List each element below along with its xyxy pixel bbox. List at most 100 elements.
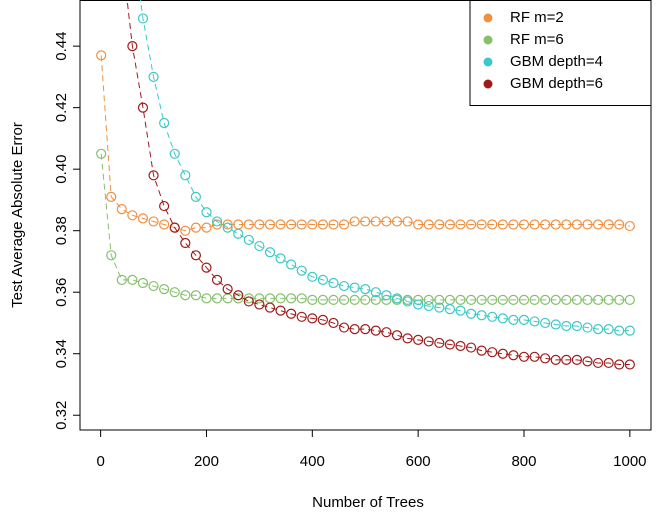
data-point	[338, 322, 350, 333]
data-point	[550, 294, 561, 305]
legend: RF m=2 RF m=6 GBM depth=4 GBM depth=6	[469, 0, 652, 106]
data-point	[106, 191, 117, 202]
data-point	[423, 219, 434, 230]
x-axis-label: Number of Trees	[312, 494, 424, 511]
data-point	[592, 219, 604, 230]
data-point	[571, 294, 583, 305]
data-point	[96, 50, 107, 61]
series-line	[126, 0, 630, 365]
data-point	[338, 280, 350, 292]
data-point	[137, 213, 149, 224]
data-point	[211, 219, 223, 230]
y-tick-label: 0.32	[53, 401, 70, 430]
data-point	[254, 299, 265, 310]
data-point	[96, 148, 107, 159]
data-point	[127, 210, 138, 221]
data-point	[476, 294, 487, 305]
data-point	[529, 219, 540, 230]
plot-area	[96, 0, 635, 370]
data-point	[127, 274, 138, 285]
data-point	[413, 299, 424, 310]
data-point	[561, 294, 572, 305]
data-point	[614, 325, 625, 336]
y-tick-label: 0.38	[53, 216, 70, 245]
data-point	[317, 274, 328, 285]
data-point	[518, 314, 530, 325]
data-point	[582, 294, 593, 305]
data-point	[571, 219, 583, 230]
data-point	[550, 354, 561, 365]
data-point	[233, 293, 244, 304]
data-point	[444, 219, 456, 230]
data-point	[349, 216, 360, 227]
data-point	[116, 204, 127, 215]
data-point	[360, 324, 371, 335]
data-point	[518, 351, 530, 362]
data-point	[338, 294, 350, 305]
y-tick-label: 0.40	[53, 155, 70, 184]
data-point	[497, 348, 508, 359]
data-point	[201, 207, 212, 218]
data-point	[571, 354, 583, 365]
data-point	[360, 294, 371, 305]
data-point	[159, 200, 170, 212]
data-point	[550, 319, 561, 330]
data-point	[233, 290, 244, 301]
data-point	[349, 282, 360, 293]
data-point	[116, 274, 127, 285]
data-point	[391, 330, 403, 341]
data-point	[211, 216, 223, 227]
data-point	[487, 219, 498, 230]
data-point	[497, 294, 508, 305]
data-point	[127, 41, 138, 52]
data-point	[137, 277, 149, 289]
data-point	[159, 284, 170, 295]
data-point	[180, 225, 191, 236]
data-point	[286, 259, 297, 270]
data-point	[286, 219, 297, 230]
data-point	[434, 302, 445, 313]
data-point	[402, 296, 413, 307]
data-point	[317, 294, 328, 305]
data-point	[381, 216, 392, 227]
data-point	[243, 234, 254, 246]
series-line	[100, 55, 630, 232]
data-point	[624, 220, 635, 232]
data-point	[349, 324, 360, 335]
data-point	[264, 302, 276, 313]
data-point	[296, 219, 307, 230]
data-point	[159, 219, 170, 230]
data-point	[190, 222, 201, 233]
data-point	[243, 296, 254, 307]
data-point	[190, 290, 201, 301]
data-point	[434, 294, 445, 305]
data-point	[540, 317, 551, 329]
data-point	[381, 327, 392, 338]
data-point	[211, 293, 223, 304]
data-point	[529, 316, 540, 327]
data-point	[561, 354, 572, 365]
data-point	[603, 324, 614, 335]
data-point	[360, 216, 371, 227]
data-point	[455, 305, 466, 316]
data-point	[614, 359, 625, 370]
y-tick-label: 0.42	[53, 93, 70, 122]
data-point	[582, 219, 593, 230]
data-point	[328, 317, 339, 329]
data-point	[391, 293, 403, 304]
data-point	[148, 216, 159, 227]
legend-label: GBM depth=4	[510, 53, 603, 70]
data-point	[592, 324, 604, 335]
data-point	[487, 311, 498, 322]
data-point	[508, 219, 519, 230]
data-point	[508, 314, 519, 325]
data-point	[275, 219, 286, 230]
x-tick-label: 600	[406, 453, 431, 470]
data-point	[381, 290, 392, 301]
data-point	[190, 191, 201, 202]
data-point	[508, 294, 519, 305]
data-point	[243, 219, 254, 230]
legend-box	[469, 0, 652, 106]
data-point	[275, 293, 286, 304]
data-point	[561, 320, 572, 332]
